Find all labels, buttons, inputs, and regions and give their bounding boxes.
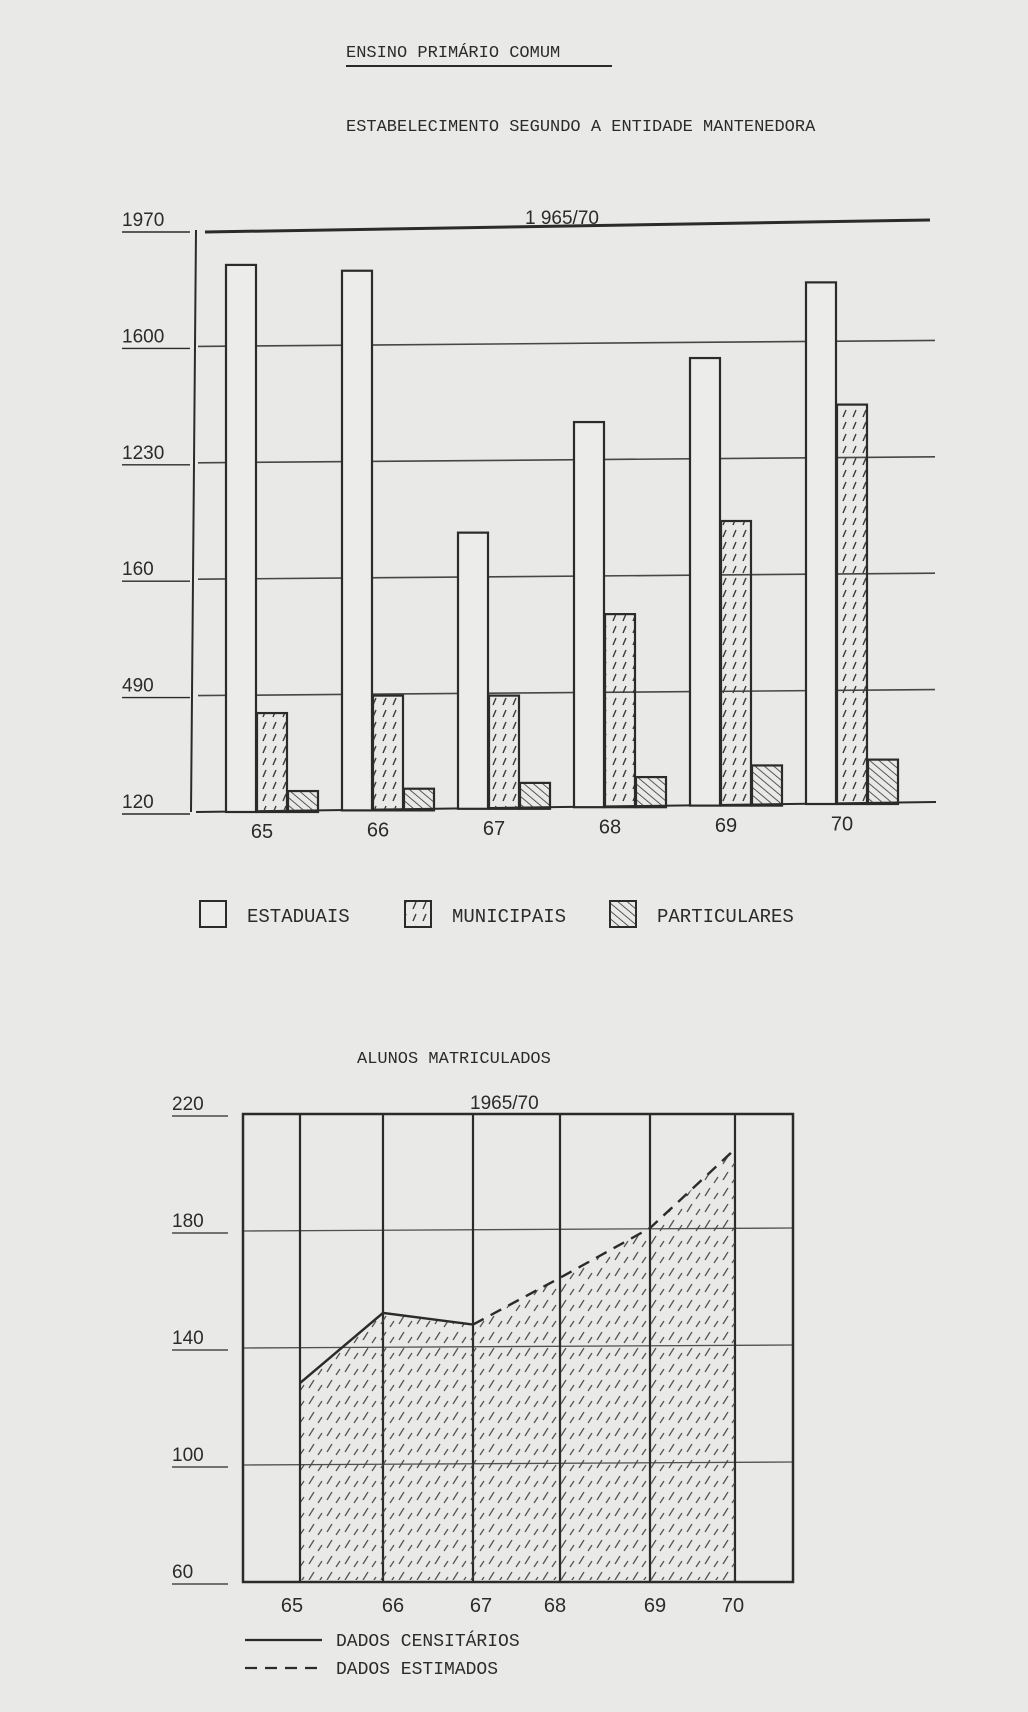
legend-label-particulares: PARTICULARES xyxy=(657,906,794,928)
bar-chart-bars xyxy=(224,263,900,814)
area-chart-y-tick-label: 60 xyxy=(172,1562,193,1583)
area-chart-x-tick-label: 66 xyxy=(382,1595,404,1617)
bar-chart-x-tick-label: 70 xyxy=(831,814,853,836)
bar-chart-legend: ESTADUAIS MUNICIPAIS PARTICULARES xyxy=(199,900,794,928)
bar-particulares-65 xyxy=(286,789,320,814)
area-chart-shaded-region xyxy=(300,1149,735,1580)
area-chart-y-tick-label: 220 xyxy=(172,1094,204,1115)
bar-estaduais-67 xyxy=(456,531,490,810)
bar-municipais-70 xyxy=(835,403,869,806)
legend-label-municipais: MUNICIPAIS xyxy=(452,906,566,928)
bar-municipais-66 xyxy=(371,694,405,812)
bar-estaduais-69 xyxy=(688,356,722,807)
area-chart-lines xyxy=(299,1148,736,1582)
area-chart-fill xyxy=(300,1149,735,1580)
page-subtitle: ESTABELECIMENTO SEGUNDO A ENTIDADE MANTE… xyxy=(346,118,816,137)
area-chart-period-label: 1965/70 xyxy=(470,1093,539,1114)
bar-chart-x-ticks: 65 66 67 68 69 70 xyxy=(251,814,853,844)
bar-municipais-67 xyxy=(487,694,521,810)
bar-particulares-70 xyxy=(866,758,900,806)
bar-chart-period-label: 1 965/70 xyxy=(525,208,599,229)
bar-particulares-66 xyxy=(402,787,436,812)
area-series-estimados xyxy=(472,1148,736,1326)
bar-chart-y-tick-label: 1230 xyxy=(122,443,164,464)
area-chart-x-tick-label: 68 xyxy=(544,1595,566,1617)
page-title: ENSINO PRIMÁRIO COMUM xyxy=(346,43,560,63)
area-chart-legend: DADOS CENSITÁRIOS DADOS ESTIMADOS xyxy=(245,1630,520,1680)
bar-particulares-69 xyxy=(750,764,784,807)
bar-chart-x-tick-label: 65 xyxy=(251,821,273,843)
bar-chart-y-tick-label: 160 xyxy=(122,559,154,580)
area-chart-x-ticks: 65 66 67 68 69 70 xyxy=(281,1595,744,1617)
area-chart-title: ALUNOS MATRICULADOS xyxy=(357,1050,551,1069)
bar-municipais-69 xyxy=(719,519,753,807)
bar-estaduais-66 xyxy=(340,269,374,812)
area-chart-y-ticks: 60 100 140 180 220 xyxy=(172,1094,228,1585)
bar-chart-y-tick-label: 490 xyxy=(122,676,154,697)
bar-chart-x-tick-label: 67 xyxy=(483,818,505,840)
area-chart-x-tick-label: 69 xyxy=(644,1595,666,1617)
legend-swatch-estaduais xyxy=(199,900,227,928)
bar-chart-y-tick-label: 1970 xyxy=(122,210,164,231)
area-chart-x-tick-label: 70 xyxy=(722,1595,744,1617)
bar-municipais-68 xyxy=(603,613,637,809)
bar-municipais-65 xyxy=(255,711,289,814)
bar-estaduais-68 xyxy=(572,420,606,809)
bar-chart-x-tick-label: 66 xyxy=(367,820,389,842)
area-chart-x-tick-label: 67 xyxy=(470,1595,492,1617)
area-legend-label-solid: DADOS CENSITÁRIOS xyxy=(336,1630,520,1652)
area-chart-y-tick-label: 180 xyxy=(172,1211,204,1232)
legend-swatch-municipais xyxy=(404,900,432,928)
area-chart-x-tick-label: 65 xyxy=(281,1595,303,1617)
bar-chart-top-line xyxy=(204,218,931,234)
area-chart: 1965/70 60 100 140 180 220 65 66 67 68 69 70 xyxy=(172,1093,795,1617)
bar-estaduais-65 xyxy=(224,263,258,814)
area-legend-label-dashed: DADOS ESTIMADOS xyxy=(336,1660,498,1680)
bar-chart-y-axis xyxy=(190,229,197,813)
bar-chart-y-ticks: 120 490 160 1230 1600 1970 xyxy=(122,210,190,815)
bar-estaduais-70 xyxy=(804,281,838,806)
bar-chart-x-tick-label: 69 xyxy=(715,815,737,837)
bar-chart-x-tick-label: 68 xyxy=(599,817,621,839)
bar-chart-y-tick-label: 120 xyxy=(122,792,154,813)
legend-label-estaduais: ESTADUAIS xyxy=(247,906,350,928)
bar-chart-y-tick-label: 1600 xyxy=(122,326,164,347)
bar-particulares-67 xyxy=(518,781,552,810)
area-chart-y-tick-label: 140 xyxy=(172,1328,204,1349)
area-chart-y-tick-label: 100 xyxy=(172,1445,204,1466)
legend-swatch-particulares xyxy=(609,900,637,928)
bar-particulares-68 xyxy=(634,775,668,809)
